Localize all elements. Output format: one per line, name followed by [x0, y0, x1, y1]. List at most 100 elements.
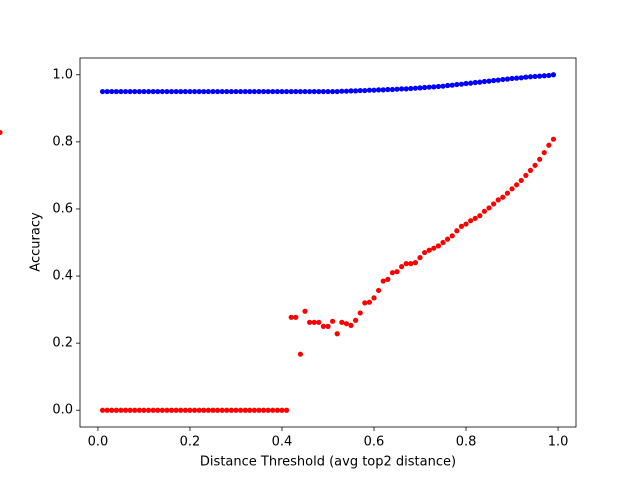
point [509, 75, 515, 82]
point [132, 407, 138, 413]
point [191, 88, 198, 95]
point [537, 156, 543, 162]
point [260, 407, 267, 413]
point [205, 407, 211, 413]
point [187, 88, 193, 95]
point [270, 88, 276, 95]
point [201, 88, 207, 95]
point [109, 88, 115, 95]
point [306, 88, 313, 95]
point [491, 201, 497, 207]
point [481, 78, 488, 85]
point [435, 243, 442, 249]
point [237, 88, 244, 95]
y-axis-label: Accuracy [29, 212, 44, 272]
point [196, 407, 202, 413]
point [334, 331, 340, 337]
point [449, 82, 455, 88]
point [353, 317, 359, 323]
x-axis-label: Distance Threshold (avg top2 distance) [200, 455, 456, 470]
point [279, 88, 285, 95]
point [486, 78, 492, 84]
point [113, 88, 119, 95]
point [334, 88, 340, 95]
point [159, 88, 165, 95]
point [330, 318, 336, 324]
point [495, 197, 501, 203]
point [477, 213, 483, 219]
point [412, 260, 419, 266]
point [380, 278, 386, 284]
point [514, 75, 520, 81]
y-tick-label: 0.6 [52, 201, 73, 216]
point [523, 172, 529, 179]
point [385, 86, 391, 93]
point [472, 215, 478, 221]
point [242, 88, 248, 95]
point [201, 407, 207, 413]
point [145, 407, 152, 413]
point [343, 88, 350, 94]
point [330, 88, 336, 95]
point [109, 407, 115, 413]
point [376, 287, 382, 294]
x-tick-label: 0.6 [364, 435, 385, 450]
point [219, 407, 225, 413]
point [293, 314, 299, 320]
point [288, 314, 294, 320]
point [191, 407, 198, 413]
point [182, 407, 188, 413]
point [182, 88, 188, 95]
point [159, 407, 165, 413]
point [504, 76, 511, 82]
point [417, 254, 423, 261]
point [422, 249, 428, 256]
point [440, 239, 446, 246]
point [394, 86, 400, 92]
x-tick-label: 0.2 [180, 435, 201, 450]
point [150, 88, 156, 95]
point [550, 136, 557, 142]
point [343, 321, 350, 327]
point [99, 88, 106, 95]
point [224, 407, 230, 413]
point [385, 276, 391, 282]
point [408, 261, 414, 267]
point [468, 218, 474, 224]
point [353, 88, 359, 94]
point [422, 84, 428, 91]
point [371, 87, 377, 93]
point [136, 407, 142, 413]
point [118, 88, 124, 95]
point [320, 323, 326, 329]
point [127, 88, 133, 95]
point [210, 407, 216, 413]
point [339, 88, 345, 94]
point [164, 407, 170, 413]
point [178, 88, 184, 95]
point [399, 264, 405, 270]
point [454, 228, 460, 234]
point [362, 300, 368, 306]
point [237, 407, 244, 413]
point [173, 88, 179, 95]
point [122, 88, 129, 95]
point [228, 88, 234, 95]
point [357, 87, 363, 94]
point [426, 247, 432, 253]
point [366, 299, 373, 305]
point [256, 88, 262, 95]
point [546, 142, 552, 148]
point [274, 88, 280, 95]
point [449, 233, 455, 239]
point [514, 182, 520, 188]
point [113, 407, 119, 413]
point [380, 87, 386, 93]
point [550, 72, 557, 78]
point [311, 319, 317, 325]
point [283, 407, 290, 413]
point [306, 319, 313, 325]
point [408, 85, 414, 92]
point [265, 407, 271, 413]
point [214, 407, 221, 413]
